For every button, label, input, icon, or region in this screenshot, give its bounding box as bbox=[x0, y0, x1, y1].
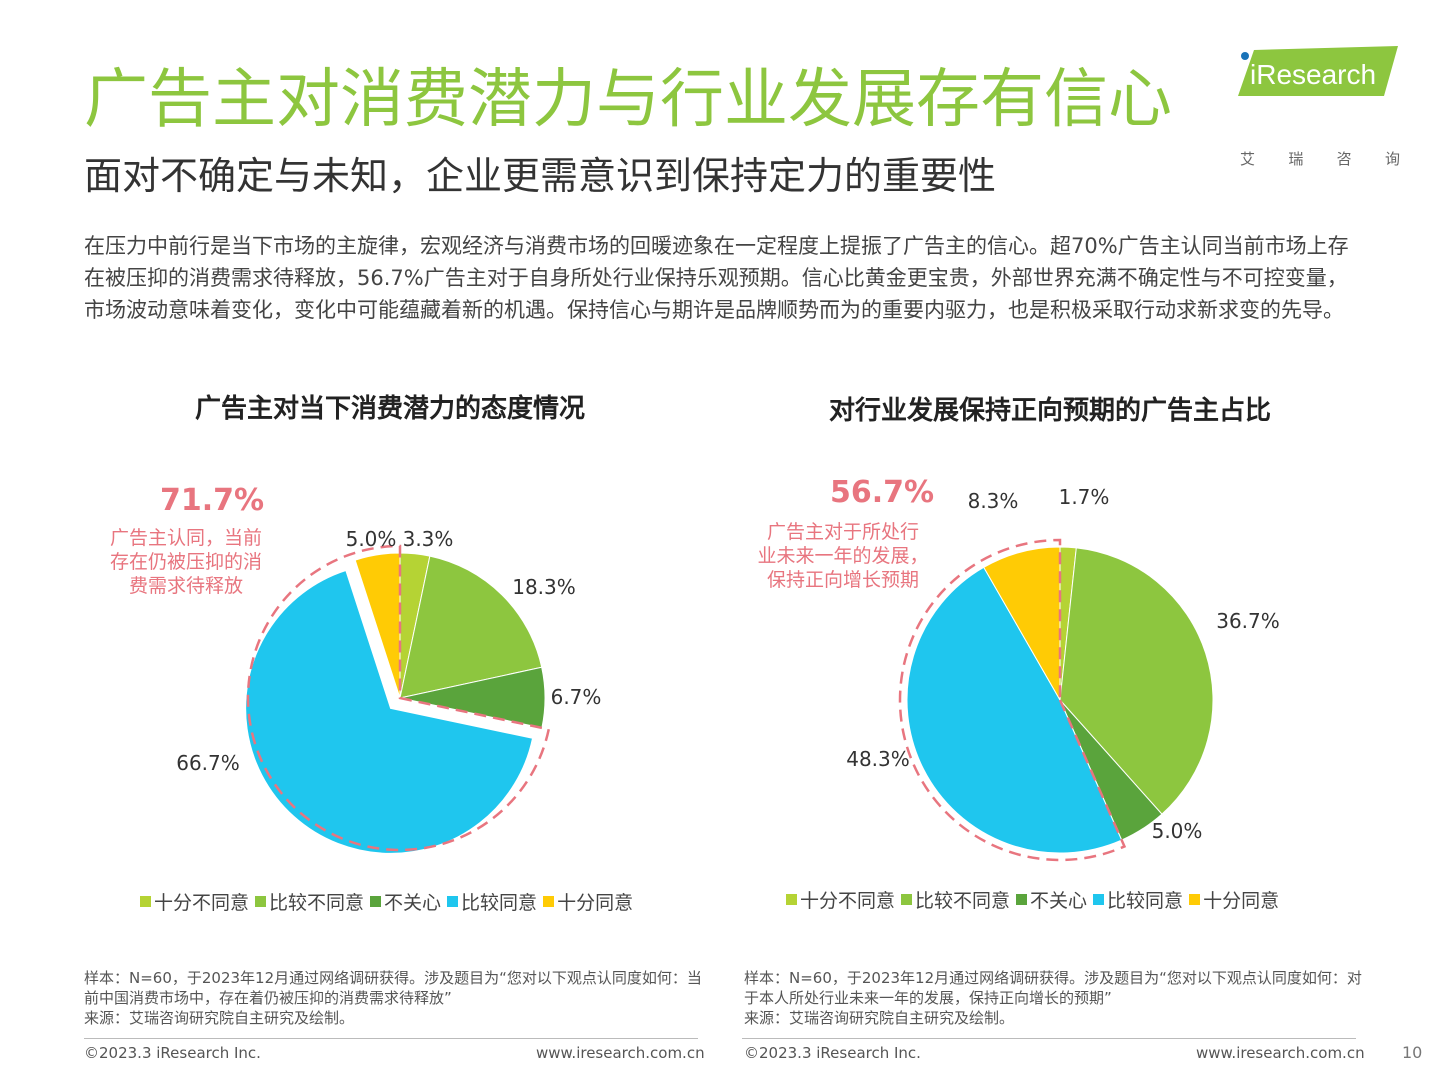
legend-swatch bbox=[786, 894, 797, 905]
legend-swatch bbox=[140, 896, 151, 907]
chart-note-1: 样本：N=60，于2023年12月通过网络调研获得。涉及题目为“您对以下观点认同… bbox=[84, 968, 704, 1028]
logo-char: 咨 bbox=[1336, 150, 1352, 168]
legend-item: 不关心 bbox=[370, 888, 441, 915]
legend-item: 比较同意 bbox=[447, 888, 537, 915]
pie-charts: 3.3% 18.3% 6.7% 66.7% 5.0% 71.7% 广告主认同，当前存在仍被压… bbox=[110, 475, 1280, 862]
page-title: 广告主对消费潜力与行业发展存有信心 bbox=[84, 63, 1172, 137]
sample-note: 样本：N=60，于2023年12月通过网络调研获得。涉及题目为“您对以下观点认同… bbox=[84, 969, 702, 1007]
legend-item: 不关心 bbox=[1016, 886, 1087, 913]
source-note: 来源：艾瑞咨询研究院自主研究及绘制。 bbox=[744, 1009, 1015, 1027]
legend-swatch bbox=[901, 894, 913, 905]
legend-label: 不关心 bbox=[384, 892, 442, 914]
logo-badge-icon: iResearch bbox=[1238, 46, 1398, 96]
value-label: 1.7% bbox=[1059, 485, 1110, 509]
highlight-text: 存在仍被压抑的消 bbox=[110, 551, 262, 573]
footer-divider bbox=[84, 1038, 698, 1039]
legend-item: 比较不同意 bbox=[901, 886, 1010, 913]
logo-subtitle: 艾 瑞 咨 询 bbox=[1240, 148, 1400, 169]
legend-label: 十分同意 bbox=[557, 892, 634, 914]
legend-label: 不关心 bbox=[1030, 890, 1088, 912]
pie-slice-2-5 bbox=[983, 546, 1061, 702]
footer-copyright: ©2023.3 iResearch Inc. bbox=[744, 1044, 921, 1062]
highlight-value: 56.7% bbox=[830, 475, 934, 510]
highlight-text: 费需求待释放 bbox=[129, 575, 243, 597]
legend-item: 十分同意 bbox=[543, 888, 633, 915]
value-label: 8.3% bbox=[968, 489, 1019, 513]
value-label: 48.3% bbox=[846, 747, 910, 771]
highlight-text: 业未来一年的发展， bbox=[757, 545, 928, 567]
footer-divider bbox=[742, 1038, 1356, 1039]
footer-website[interactable]: www.iresearch.com.cn bbox=[536, 1044, 705, 1062]
logo-char: 询 bbox=[1384, 150, 1400, 168]
legend-swatch bbox=[1016, 894, 1028, 905]
legend-label: 比较不同意 bbox=[915, 890, 1011, 912]
value-label: 66.7% bbox=[176, 751, 240, 775]
footer-website[interactable]: www.iresearch.com.cn bbox=[1196, 1044, 1365, 1062]
legend-chart-2: 十分不同意 比较不同意 不关心 比较同意 十分同意 bbox=[786, 886, 1285, 913]
pie-slice-2-4 bbox=[906, 566, 1123, 854]
legend-label: 十分同意 bbox=[1203, 890, 1280, 912]
legend-label: 十分不同意 bbox=[800, 890, 896, 912]
legend-label: 比较同意 bbox=[461, 892, 538, 914]
legend-item: 十分不同意 bbox=[140, 888, 249, 915]
intro-paragraph: 在压力中前行是当下市场的主旋律，宏观经济与消费市场的回暖迹象在一定程度上提振了广… bbox=[84, 234, 1349, 322]
logo-char: 艾 bbox=[1240, 150, 1256, 168]
highlight-text: 广告主对于所处行 bbox=[767, 521, 919, 543]
iresearch-logo: iResearch 艾 瑞 咨 询 bbox=[1236, 44, 1402, 168]
highlight-value: 71.7% bbox=[160, 483, 264, 518]
legend-swatch bbox=[447, 896, 459, 907]
legend-item: 比较同意 bbox=[1093, 886, 1183, 913]
chart-title-industry: 对行业发展保持正向预期的广告主占比 bbox=[828, 396, 1271, 426]
page-subtitle: 面对不确定与未知，企业更需意识到保持定力的重要性 bbox=[84, 154, 997, 198]
highlight-outline-1 bbox=[246, 544, 551, 852]
highlight-text: 广告主认同，当前 bbox=[110, 527, 262, 549]
pie-slice-1-4 bbox=[245, 569, 534, 854]
highlight-outline-2 bbox=[898, 538, 1127, 862]
chart-note-2: 样本：N=60，于2023年12月通过网络调研获得。涉及题目为“您对以下观点认同… bbox=[744, 968, 1364, 1028]
legend-item: 十分同意 bbox=[1189, 886, 1279, 913]
chart-title-consumption: 广告主对当下消费潜力的态度情况 bbox=[194, 394, 585, 424]
logo-char: 瑞 bbox=[1288, 150, 1304, 168]
pie-slice-1-2 bbox=[399, 555, 543, 699]
legend-swatch bbox=[543, 896, 555, 907]
pie-slice-2-2 bbox=[1059, 547, 1214, 815]
value-label: 36.7% bbox=[1216, 609, 1280, 633]
source-note: 来源：艾瑞咨询研究院自主研究及绘制。 bbox=[84, 1009, 355, 1027]
legend-item: 十分不同意 bbox=[786, 886, 895, 913]
legend-swatch bbox=[1093, 894, 1105, 905]
legend-swatch bbox=[255, 896, 267, 907]
legend-item: 比较不同意 bbox=[255, 888, 364, 915]
highlight-text: 保持正向增长预期 bbox=[767, 569, 919, 591]
legend-swatch bbox=[370, 896, 382, 907]
value-label: 3.3% bbox=[403, 527, 454, 551]
footer-copyright: ©2023.3 iResearch Inc. bbox=[84, 1044, 261, 1062]
legend-swatch bbox=[1189, 894, 1201, 905]
legend-label: 比较同意 bbox=[1107, 890, 1184, 912]
value-label: 5.0% bbox=[346, 527, 397, 551]
legend-label: 十分不同意 bbox=[154, 892, 250, 914]
sample-note: 样本：N=60，于2023年12月通过网络调研获得。涉及题目为“您对以下观点认同… bbox=[744, 969, 1362, 1007]
page-number: 10 bbox=[1402, 1043, 1423, 1062]
value-label: 18.3% bbox=[512, 575, 576, 599]
legend-chart-1: 十分不同意 比较不同意 不关心 比较同意 十分同意 bbox=[140, 888, 639, 915]
legend-label: 比较不同意 bbox=[269, 892, 365, 914]
value-label: 6.7% bbox=[551, 685, 602, 709]
value-label: 5.0% bbox=[1152, 819, 1203, 843]
logo-text: iResearch bbox=[1250, 59, 1376, 90]
